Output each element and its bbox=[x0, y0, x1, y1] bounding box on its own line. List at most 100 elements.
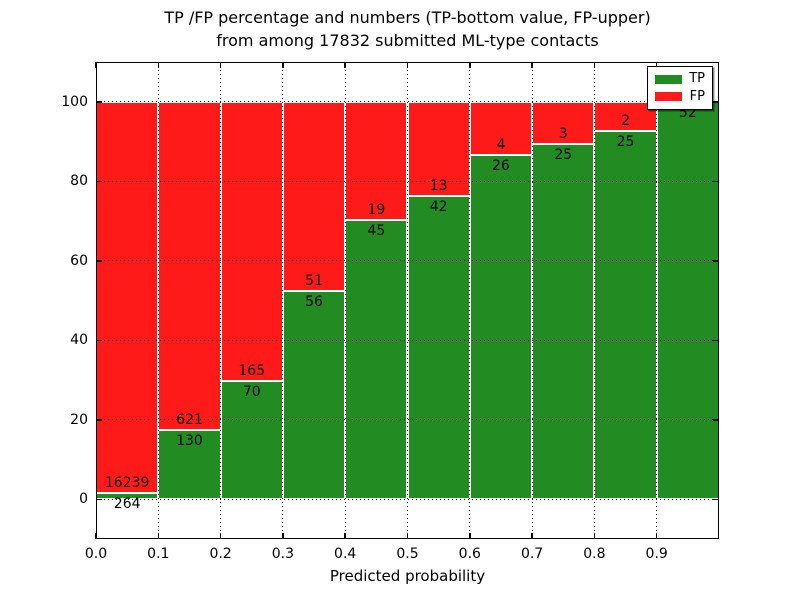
x-tick-label: 0.9 bbox=[645, 546, 668, 562]
bar-tp-label: 25 bbox=[554, 147, 573, 164]
y-tick bbox=[96, 180, 102, 182]
x-tick bbox=[406, 533, 409, 539]
y-tick-label: 80 bbox=[70, 173, 88, 190]
x-tick-top bbox=[344, 62, 346, 68]
bar-tp-label: 70 bbox=[242, 383, 261, 400]
bar-fp-segment bbox=[469, 101, 533, 155]
x-tick-label: 0.3 bbox=[271, 546, 295, 562]
x-tick-label: 0.0 bbox=[84, 546, 108, 562]
x-tick-top bbox=[593, 62, 596, 68]
bar-fp-segment bbox=[345, 101, 408, 220]
gridline-v bbox=[282, 62, 284, 539]
x-tick bbox=[219, 533, 222, 539]
bar-tp-segment bbox=[345, 219, 408, 500]
bar-fp-segment bbox=[594, 101, 657, 132]
chart-title: TP /FP percentage and numbers (TP-bottom… bbox=[96, 6, 719, 52]
x-tick-label: 0.7 bbox=[520, 546, 544, 562]
x-tick-top bbox=[282, 62, 284, 68]
y-tick-right bbox=[713, 498, 719, 500]
bar-tp-label: 26 bbox=[492, 157, 510, 174]
x-tick-top bbox=[157, 62, 160, 68]
bar-tp-segment bbox=[282, 291, 346, 500]
x-tick bbox=[344, 533, 346, 539]
x-tick bbox=[593, 533, 596, 539]
y-tick-label: 0 bbox=[79, 491, 88, 508]
y-tick-right bbox=[713, 101, 719, 103]
bar-fp-label: 621 bbox=[176, 412, 203, 429]
legend-label-tp: TP bbox=[689, 71, 705, 87]
chart-title-line1: TP /FP percentage and numbers (TP-bottom… bbox=[164, 8, 651, 27]
y-tick-label: 60 bbox=[70, 252, 88, 269]
bar-tp-segment bbox=[532, 144, 595, 500]
x-axis-label: Predicted probability bbox=[329, 567, 486, 585]
bar-tp-segment bbox=[158, 430, 221, 500]
x-tick-top bbox=[95, 62, 97, 68]
bar-fp-segment bbox=[158, 101, 221, 431]
bar-tp-segment bbox=[220, 380, 283, 500]
y-tick-label: 100 bbox=[61, 93, 88, 110]
gridline-v bbox=[656, 62, 658, 539]
bar-tp-label: 25 bbox=[616, 134, 635, 151]
x-tick bbox=[95, 533, 97, 539]
legend-swatch-fp-icon bbox=[655, 92, 682, 102]
x-tick bbox=[531, 533, 533, 539]
y-tick-right bbox=[713, 260, 719, 262]
bar-fp-label: 16239 bbox=[104, 474, 150, 491]
bar-fp-label: 4 bbox=[496, 136, 506, 153]
y-tick bbox=[96, 339, 102, 341]
x-tick-label: 0.2 bbox=[209, 546, 232, 562]
legend-item-tp: TP bbox=[655, 72, 705, 86]
gridline-v bbox=[407, 62, 408, 539]
y-tick bbox=[96, 419, 102, 421]
x-tick-label: 0.8 bbox=[583, 546, 606, 562]
y-tick bbox=[96, 498, 102, 500]
x-tick-label: 0.1 bbox=[147, 546, 170, 562]
y-tick-right bbox=[713, 339, 719, 341]
x-tick-top bbox=[406, 62, 409, 68]
bar-tp-label: 45 bbox=[367, 222, 386, 239]
gridline-v bbox=[95, 62, 97, 539]
legend-label-fp: FP bbox=[689, 88, 705, 104]
bar-fp-segment bbox=[532, 101, 595, 145]
bar-tp-segment bbox=[469, 154, 533, 500]
bar-tp-segment bbox=[407, 195, 470, 500]
bar-tp-segment bbox=[594, 131, 657, 500]
bar-fp-segment bbox=[282, 101, 346, 292]
y-tick-label: 20 bbox=[70, 411, 88, 428]
gridline-v bbox=[220, 62, 222, 539]
y-tick-label: 40 bbox=[70, 332, 88, 349]
x-tick bbox=[655, 533, 658, 539]
x-tick-top bbox=[531, 62, 533, 68]
gridline-v bbox=[593, 62, 595, 539]
bar-tp-segment bbox=[656, 101, 719, 500]
bar-tp-label: 56 bbox=[305, 294, 323, 311]
x-tick bbox=[469, 533, 471, 539]
y-tick bbox=[96, 101, 102, 103]
bar-tp-label: 264 bbox=[113, 495, 141, 512]
bar-fp-segment bbox=[96, 101, 159, 493]
x-tick bbox=[282, 533, 284, 539]
y-tick-right bbox=[713, 180, 719, 182]
y-tick-right bbox=[713, 419, 719, 421]
bar-fp-label: 13 bbox=[429, 177, 448, 194]
gridline-v bbox=[469, 62, 471, 539]
legend-item-fp: FP bbox=[655, 88, 705, 104]
bar-fp-label: 2 bbox=[621, 113, 630, 130]
bar-tp-label: 42 bbox=[429, 198, 448, 215]
legend: TP FP bbox=[647, 66, 713, 110]
x-tick-label: 0.6 bbox=[458, 546, 481, 562]
legend-swatch-tp-icon bbox=[655, 74, 682, 84]
x-tick-top bbox=[219, 62, 222, 68]
x-tick-label: 0.4 bbox=[334, 546, 357, 562]
bar-fp-segment bbox=[220, 101, 283, 381]
gridline-v bbox=[157, 62, 159, 539]
plot-canvas: 16239 264 621 130 165 70 51 56 19 45 13 42 4 26 3 25 2 25… bbox=[95, 62, 719, 539]
bar-tp-label: 130 bbox=[176, 433, 203, 450]
gridline-v bbox=[531, 62, 533, 539]
x-tick bbox=[157, 533, 160, 539]
bar-fp-label: 165 bbox=[238, 362, 266, 379]
y-tick bbox=[96, 260, 102, 262]
bar-fp-label: 19 bbox=[367, 201, 386, 218]
bar-fp-segment bbox=[407, 101, 470, 196]
